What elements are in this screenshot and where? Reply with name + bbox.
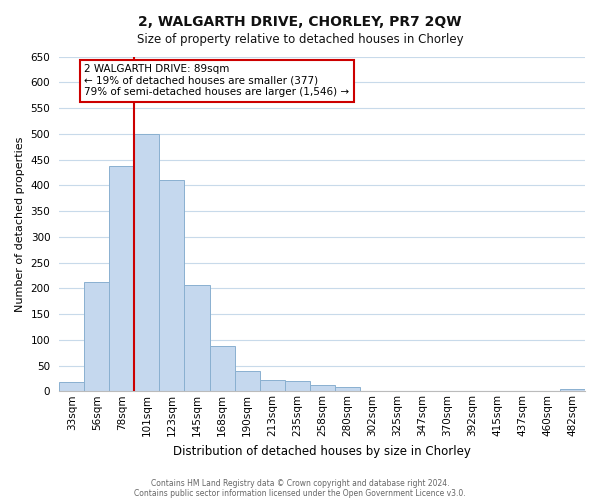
Bar	[310, 384, 335, 392]
Bar	[59, 382, 85, 392]
X-axis label: Distribution of detached houses by size in Chorley: Distribution of detached houses by size …	[173, 444, 471, 458]
Bar	[560, 388, 585, 392]
Bar	[134, 134, 160, 392]
Text: 2, WALGARTH DRIVE, CHORLEY, PR7 2QW: 2, WALGARTH DRIVE, CHORLEY, PR7 2QW	[138, 15, 462, 29]
Bar	[335, 387, 360, 392]
Bar	[284, 382, 310, 392]
Text: 2 WALGARTH DRIVE: 89sqm
← 19% of detached houses are smaller (377)
79% of semi-d: 2 WALGARTH DRIVE: 89sqm ← 19% of detache…	[85, 64, 349, 98]
Bar	[260, 380, 284, 392]
Bar	[235, 370, 260, 392]
Text: Contains public sector information licensed under the Open Government Licence v3: Contains public sector information licen…	[134, 488, 466, 498]
Text: Size of property relative to detached houses in Chorley: Size of property relative to detached ho…	[137, 32, 463, 46]
Bar	[85, 282, 109, 392]
Bar	[184, 284, 209, 392]
Y-axis label: Number of detached properties: Number of detached properties	[15, 136, 25, 312]
Bar	[209, 346, 235, 392]
Text: Contains HM Land Registry data © Crown copyright and database right 2024.: Contains HM Land Registry data © Crown c…	[151, 478, 449, 488]
Bar	[160, 180, 184, 392]
Bar	[109, 166, 134, 392]
